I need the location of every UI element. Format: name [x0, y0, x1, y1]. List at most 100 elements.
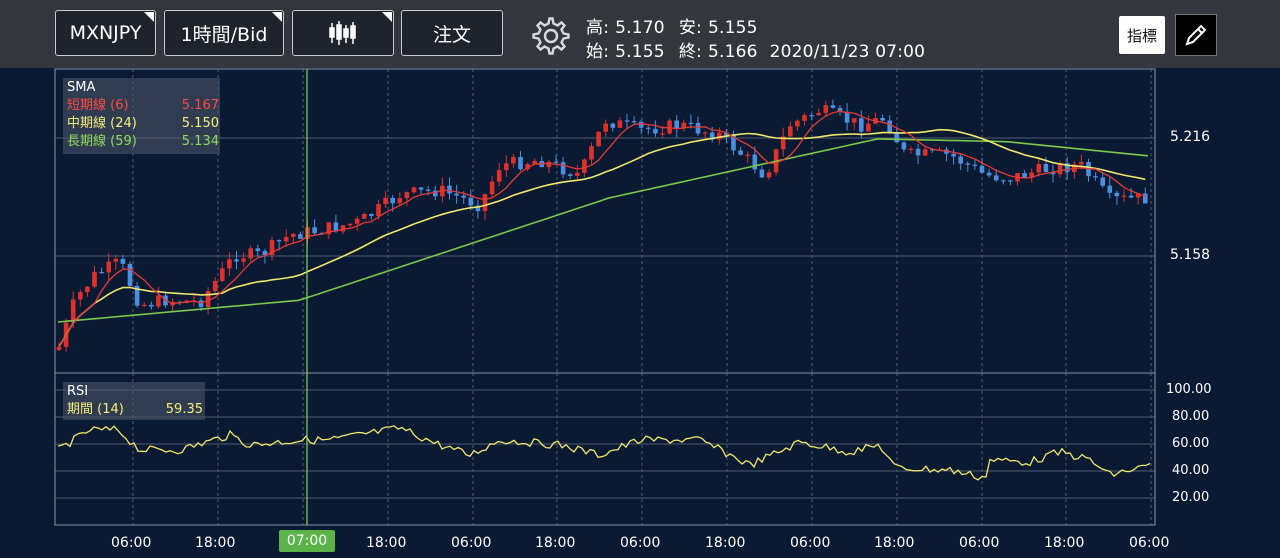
candle-body [99, 271, 104, 274]
candle-body [717, 132, 722, 140]
time-tick: 06:00 [620, 535, 661, 551]
sma-short-line [58, 110, 1146, 348]
candle-body [504, 163, 509, 171]
price-tick: 5.216 [1170, 129, 1211, 145]
rsi-tick: 80.00 [1172, 409, 1210, 424]
candle-body [383, 197, 388, 205]
candle-body [269, 240, 275, 256]
indicator-button[interactable]: 指標 [1119, 16, 1165, 54]
crosshair-time-label: 07:00 [279, 530, 335, 552]
candle-body [1008, 180, 1013, 182]
draw-button[interactable] [1175, 14, 1217, 56]
candle-body [979, 165, 985, 173]
candle-body [830, 105, 836, 108]
time-tick: 18:00 [705, 535, 746, 551]
candle-body [546, 161, 552, 168]
candle-body [724, 132, 729, 136]
candle-body [582, 159, 587, 173]
price-tick: 5.158 [1170, 247, 1211, 263]
candle-body [880, 117, 885, 121]
close-value: 5.166 [707, 42, 758, 62]
open-value: 5.155 [615, 42, 665, 62]
candle-body [1143, 193, 1148, 204]
rsi-line [57, 425, 1151, 481]
candle-body [127, 263, 133, 286]
time-tick: 18:00 [366, 535, 407, 551]
candle-body [1036, 164, 1042, 173]
order-button[interactable]: 注文 [401, 10, 503, 56]
candle-body [894, 132, 900, 143]
candle-body [475, 205, 481, 212]
time-tick: 06:00 [790, 535, 831, 551]
candle-body [596, 131, 601, 147]
chart-type-selector[interactable] [292, 10, 394, 56]
candle-body [866, 123, 871, 132]
chart-area[interactable] [0, 68, 1280, 558]
candle-body [986, 172, 992, 176]
candle-body [738, 150, 743, 155]
candle-body [433, 190, 438, 197]
candle-body [227, 259, 232, 269]
time-tick: 18:00 [1044, 535, 1085, 551]
candle-body [1107, 185, 1113, 193]
candle-body [688, 122, 694, 125]
gear-icon[interactable] [531, 16, 571, 56]
rsi-tick: 40.00 [1172, 463, 1210, 478]
symbol-selector[interactable]: MXNJPY [55, 10, 156, 56]
rsi-title: RSI [67, 384, 89, 399]
candle-body [220, 268, 225, 281]
candles [56, 99, 1148, 352]
candle-body [298, 234, 303, 239]
candle-body [1001, 180, 1006, 182]
rsi-tick: 60.00 [1172, 436, 1210, 451]
candlestick-icon [329, 21, 356, 45]
sma-long-label: 長期線 (59) [67, 134, 137, 149]
candle-body [461, 195, 466, 198]
time-tick: 06:00 [1129, 535, 1170, 551]
candle-body [156, 295, 161, 307]
candle-body [759, 169, 765, 178]
candle-body [752, 154, 758, 170]
order-label: 注文 [432, 23, 471, 46]
candle-body [681, 122, 687, 129]
candle-body [376, 204, 381, 217]
sma-long-value: 5.134 [181, 134, 219, 149]
candle-body [120, 258, 126, 264]
candle-body [291, 234, 296, 237]
sma-mid-line [58, 128, 1146, 348]
time-tick: 18:00 [195, 535, 236, 551]
candle-body [248, 248, 253, 259]
candle-body [603, 123, 608, 132]
candle-body [149, 304, 154, 307]
candle-body [695, 122, 701, 134]
time-tick: 06:00 [959, 535, 1000, 551]
candle-body [993, 175, 999, 181]
candle-body [56, 346, 62, 350]
candle-body [610, 123, 616, 128]
candle-body [369, 214, 374, 217]
candle-body [489, 181, 495, 195]
rsi-legend: RSI 期間 (14) 59.35 [67, 383, 203, 419]
candle-body [418, 187, 424, 190]
candle-body [972, 164, 978, 166]
candle-body [404, 192, 410, 199]
chart-frame [54, 68, 1156, 526]
dropdown-corner-icon [144, 12, 154, 22]
candle-body [802, 115, 807, 121]
time-tick: 18:00 [874, 535, 915, 551]
candle-body [1043, 164, 1049, 172]
timeframe-selector[interactable]: 1時間/Bid [164, 10, 284, 56]
candle-body [638, 121, 644, 128]
candle-body [731, 135, 736, 151]
candle-body [92, 271, 97, 287]
candle-body [113, 258, 119, 262]
symbol-label: MXNJPY [69, 22, 142, 44]
candle-body [901, 142, 907, 150]
candle-body [1022, 173, 1027, 178]
sma-short-value: 5.167 [181, 98, 219, 113]
candle-body [709, 132, 715, 140]
candle-body [532, 161, 537, 165]
candle-body [788, 126, 793, 137]
candle-body [1093, 176, 1098, 178]
candle-body [454, 193, 459, 196]
